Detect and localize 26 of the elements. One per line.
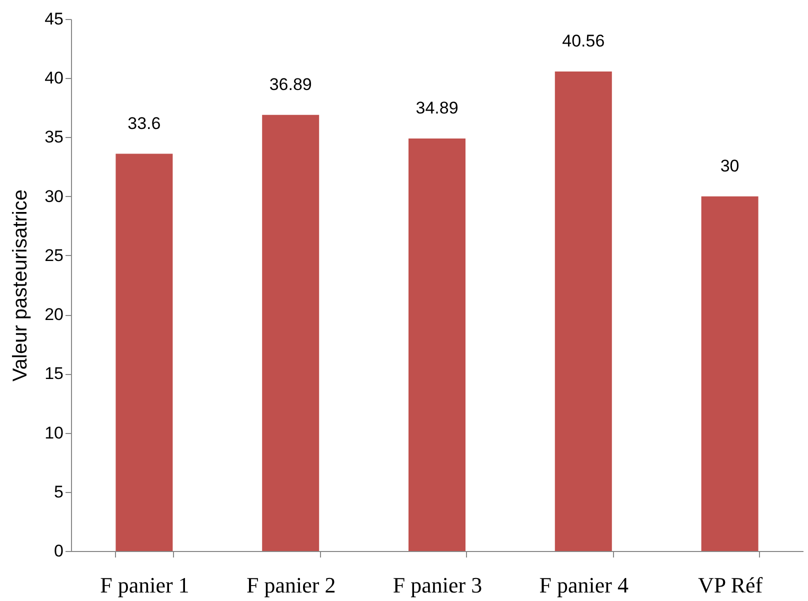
data-label: 33.6 <box>128 114 161 133</box>
y-tick-label: 20 <box>44 305 64 324</box>
y-tick-label: 45 <box>44 10 64 28</box>
bar <box>262 114 320 551</box>
x-tick-label: F panier 4 <box>539 572 628 598</box>
bar <box>701 196 758 551</box>
y-tick-label: 5 <box>54 482 64 502</box>
y-tick-label: 0 <box>54 542 64 560</box>
data-label: 34.89 <box>416 98 458 118</box>
x-tick-label: VP Réf <box>698 572 764 598</box>
data-label: 36.89 <box>269 74 312 94</box>
bar <box>554 71 612 551</box>
data-label: 30 <box>720 156 740 176</box>
y-tick-label: 25 <box>44 246 64 265</box>
y-tick-label: 35 <box>44 128 64 147</box>
y-axis-title: Valeur pasteurisatrice <box>10 190 32 382</box>
x-tick-label: F panier 3 <box>392 572 482 598</box>
x-tick-label: F panier 1 <box>100 572 190 598</box>
y-tick-label: 15 <box>44 364 64 384</box>
y-tick-label: 10 <box>44 423 64 442</box>
bar <box>116 154 173 551</box>
bar <box>408 138 466 551</box>
data-label: 40.56 <box>562 31 605 50</box>
y-tick-label: 30 <box>44 186 64 206</box>
y-tick-label: 40 <box>44 68 64 88</box>
x-tick-label: F panier 2 <box>246 572 336 598</box>
